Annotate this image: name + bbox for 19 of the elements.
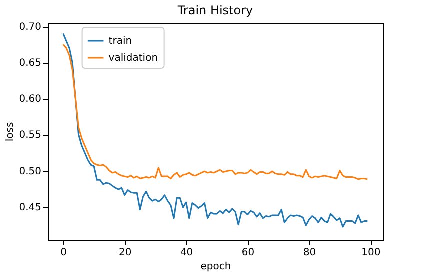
y-tick-label: 0.65 bbox=[19, 58, 42, 70]
x-tick-label: 40 bbox=[180, 248, 194, 258]
legend-label: validation bbox=[108, 53, 158, 64]
line-series bbox=[62, 33, 368, 228]
line-series bbox=[62, 44, 368, 180]
y-axis-title: loss bbox=[5, 122, 16, 142]
y-tick-label: 0.60 bbox=[19, 94, 42, 106]
x-tick-label: 0 bbox=[60, 248, 68, 258]
y-tick-label: 0.70 bbox=[19, 22, 42, 34]
x-tick-label: 20 bbox=[118, 248, 132, 258]
x-tick-label: 80 bbox=[303, 248, 316, 258]
chart-title: Train History bbox=[176, 4, 254, 18]
x-tick-label: 100 bbox=[362, 248, 381, 258]
y-tick-label: 0.45 bbox=[19, 202, 42, 214]
y-tick-label: 0.50 bbox=[19, 166, 42, 178]
y-tick-label: 0.55 bbox=[19, 130, 42, 142]
x-axis-title: epoch bbox=[200, 262, 232, 272]
x-tick-label: 60 bbox=[242, 248, 255, 258]
legend-label: train bbox=[108, 36, 132, 47]
